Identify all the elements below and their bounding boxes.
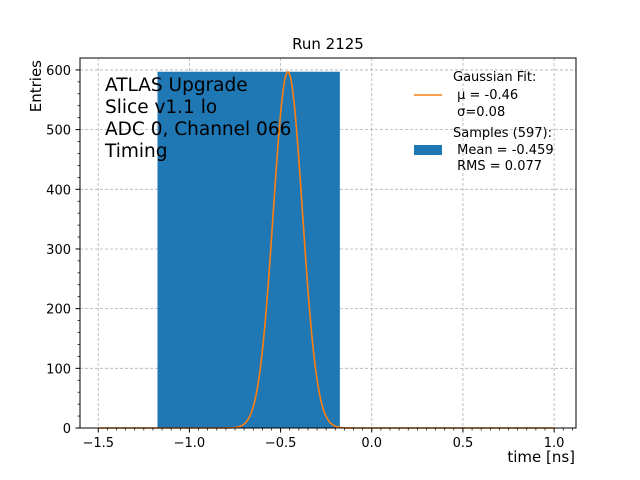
y-tick-label: 100 [46,362,71,377]
x-tick-label: 0.5 [453,436,474,451]
y-tick-label: 600 [46,64,71,79]
legend-samples-mean: Mean = -0.459 [453,143,554,158]
histogram-bar [157,71,340,429]
legend-fit-sigma: σ=0.08 [453,105,505,120]
legend-fit-label: Gaussian Fit: [453,70,536,85]
legend-samples-label: Samples (597): [453,126,552,141]
annotation-line: ATLAS Upgrade [105,75,248,96]
x-axis-label: time [ns] [507,448,575,466]
annotation-line: ADC 0, Channel 066 [105,119,291,140]
legend-samples-swatch [414,145,442,155]
x-tick-label: 1.0 [544,436,565,451]
x-tick-label: 0.0 [361,436,382,451]
y-tick-label: 500 [46,124,71,139]
legend: Gaussian Fit: μ = -0.46 σ=0.08 Samples (… [414,70,554,174]
chart-title: Run 2125 [292,35,364,53]
annotation-line: Slice v1.1 lo [105,97,217,118]
y-tick-label: 400 [46,183,71,198]
annotation-line: Timing [104,141,168,162]
y-tick-label: 300 [46,243,71,258]
x-tick-label: −1.0 [174,436,206,451]
legend-samples-rms: RMS = 0.077 [453,159,542,174]
y-tick-label: 200 [46,303,71,318]
annotation-block: ATLAS Upgrade Slice v1.1 lo ADC 0, Chann… [104,75,291,162]
y-axis-label: Entries [27,60,45,112]
legend-fit-mu: μ = -0.46 [453,88,518,103]
x-tick-label: −0.5 [265,436,297,451]
x-tick-label: −1.5 [82,436,114,451]
plot-frame [79,57,577,429]
y-tick-label: 0 [63,422,71,437]
